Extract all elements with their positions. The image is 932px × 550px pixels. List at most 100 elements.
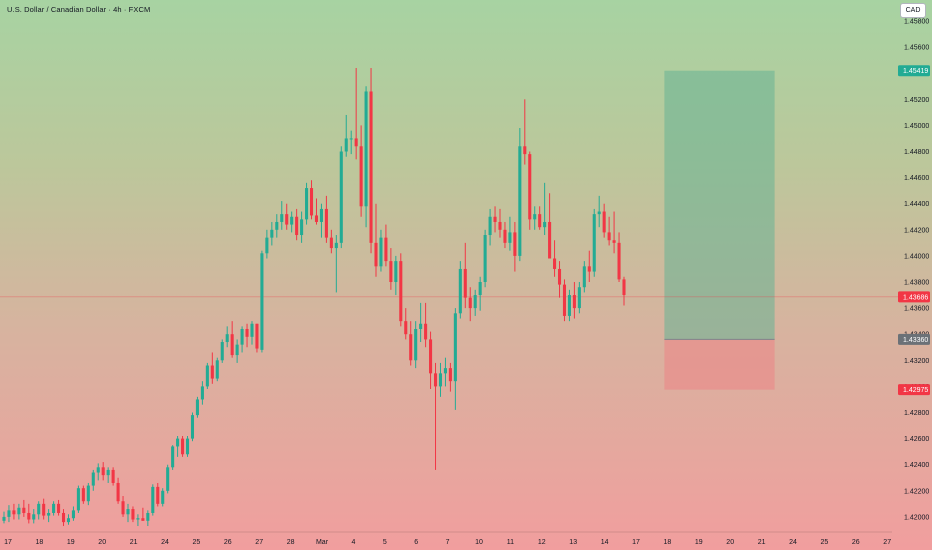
candle-body: [319, 208, 323, 222]
candle-body: [220, 342, 224, 361]
y-tick-label: 1.45600: [904, 45, 929, 52]
candle-body: [166, 467, 170, 491]
x-tick-label: 12: [538, 539, 546, 546]
candle-body: [488, 216, 492, 236]
candle-body: [96, 467, 100, 473]
candle-body: [557, 268, 562, 285]
candle-body: [523, 146, 527, 155]
x-tick-label: 13: [569, 539, 577, 546]
y-tick-label: 1.44000: [904, 253, 929, 260]
candle-body: [493, 216, 497, 222]
candle-body: [61, 512, 66, 523]
currency-button[interactable]: CAD: [900, 3, 926, 18]
candle-body: [364, 91, 368, 207]
x-tick-label: 28: [287, 539, 295, 546]
candle-body: [324, 208, 328, 238]
candle-body: [339, 151, 343, 243]
x-tick-label: 24: [789, 539, 797, 546]
candle-body: [468, 297, 472, 309]
candle-body: [538, 214, 542, 228]
candle-body: [106, 469, 110, 476]
candle-body: [81, 488, 85, 502]
candle-body: [205, 365, 209, 387]
candle-body: [2, 516, 6, 521]
candle-body: [275, 221, 279, 230]
x-tick-label: 27: [883, 539, 891, 546]
candle-body: [354, 138, 358, 147]
candle-body: [503, 229, 507, 243]
candle-body: [548, 221, 552, 259]
candle-body: [195, 399, 199, 416]
x-tick-label: 26: [224, 539, 232, 546]
x-tick-label: 10: [475, 539, 483, 546]
y-tick-label: 1.43200: [904, 358, 929, 365]
take-profit-zone: [664, 70, 775, 340]
candle-body: [572, 295, 576, 309]
x-tick-label: 20: [98, 539, 106, 546]
candle-body: [463, 268, 467, 298]
candle-body: [285, 214, 289, 225]
candle-body: [245, 328, 249, 337]
candle-body: [156, 486, 160, 504]
x-tick-label: 21: [130, 539, 138, 546]
candle-body: [12, 510, 16, 515]
candle-body: [419, 323, 423, 329]
x-tick-label: 7: [446, 539, 450, 546]
candle-body: [543, 221, 547, 228]
y-tick-label: 1.44800: [904, 149, 929, 156]
candle-body: [314, 215, 319, 222]
x-tick-label: 25: [193, 539, 201, 546]
candle-body: [508, 232, 512, 243]
candle-body: [126, 509, 130, 515]
candle-body: [295, 216, 299, 236]
x-tick-label: 27: [255, 539, 263, 546]
candle-body: [22, 507, 26, 513]
candle-body: [37, 503, 41, 515]
candle-body: [141, 518, 145, 521]
price-tag: [898, 65, 930, 77]
x-tick-label: 5: [383, 539, 387, 546]
candle-body: [190, 415, 195, 439]
y-tick-label: 1.45000: [904, 123, 929, 130]
candle-body: [528, 154, 532, 220]
candle-body: [42, 503, 46, 516]
candle-body: [478, 282, 482, 296]
candle-body: [176, 438, 180, 447]
x-tick-label: 17: [632, 539, 640, 546]
x-tick-label: 17: [4, 539, 12, 546]
candle-body: [443, 368, 447, 374]
candle-body: [607, 232, 611, 241]
candle-body: [7, 510, 11, 517]
x-tick-label: 14: [601, 539, 609, 546]
candle-body: [369, 91, 373, 243]
x-tick-label: 11: [507, 539, 514, 546]
y-tick-label: 1.43600: [904, 306, 929, 313]
candle-body: [597, 211, 601, 215]
candle-body: [305, 188, 309, 220]
candle-body: [280, 214, 284, 222]
y-tick-label: 1.42200: [904, 488, 929, 495]
candle-body: [309, 188, 314, 216]
candle-body: [240, 328, 244, 345]
candle-body: [592, 214, 596, 272]
candle-body: [210, 365, 214, 379]
candle-body: [260, 253, 264, 350]
candle-body: [424, 323, 428, 340]
candle-body: [458, 268, 462, 314]
candle-body: [498, 221, 502, 230]
candle-body: [577, 287, 581, 309]
candle-body: [290, 216, 294, 225]
x-tick-label: 18: [36, 539, 44, 546]
symbol-title: U.S. Dollar / Canadian Dollar · 4h · FXC…: [7, 5, 151, 14]
candle-body: [329, 237, 333, 249]
price-tag-label: 1.43360: [903, 337, 928, 344]
candle-body: [52, 503, 56, 513]
candle-body: [622, 279, 626, 296]
candle-body: [250, 323, 254, 337]
candle-body: [448, 368, 452, 382]
candle-body: [185, 438, 190, 455]
candle-body: [617, 242, 621, 280]
candle-body: [71, 510, 75, 519]
